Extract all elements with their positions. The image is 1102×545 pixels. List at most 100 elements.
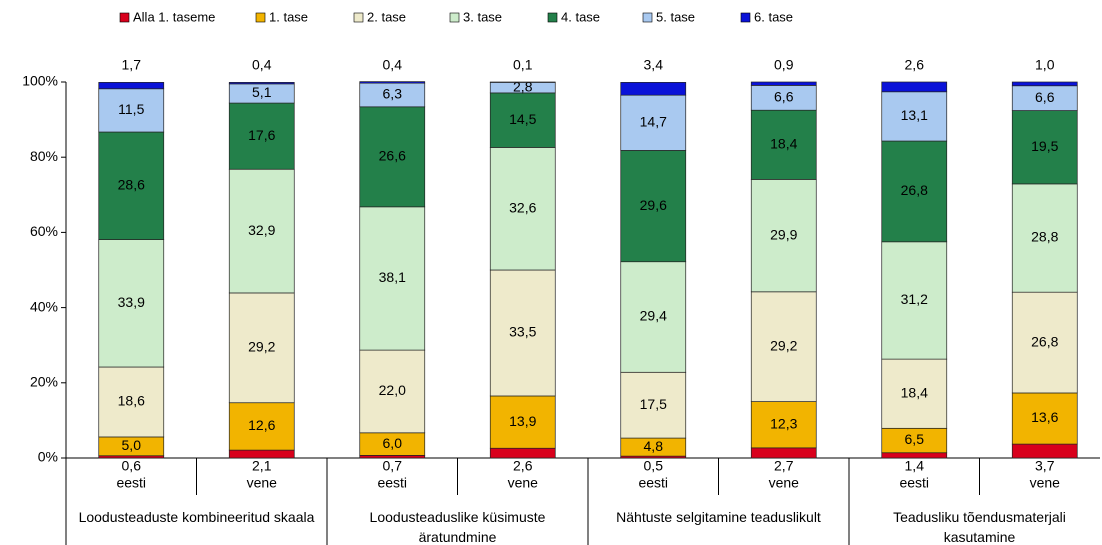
bar-segment [881, 81, 948, 93]
bar-segment [750, 291, 817, 402]
group-label: Loodusteaduslike küsimuste äratundmine [369, 509, 546, 545]
value-label: 33,5 [509, 324, 536, 340]
legend-label: 3. tase [463, 9, 502, 24]
value-label: 19,5 [1031, 138, 1058, 154]
value-label: 14,5 [509, 111, 536, 127]
group-label: Loodusteaduste kombineeritud skaala [78, 509, 315, 525]
x-tick-label: eesti [899, 475, 929, 491]
value-label: 17,6 [248, 127, 275, 143]
bar-segment [98, 131, 165, 240]
value-label: 6,6 [1035, 89, 1055, 105]
bar-segment [1011, 110, 1078, 185]
legend-label: 5. tase [656, 9, 695, 24]
value-label: 2,1 [252, 458, 272, 474]
value-label: 2,6 [905, 57, 925, 73]
legend-label: 6. tase [754, 9, 793, 24]
value-label: 2,7 [774, 458, 794, 474]
value-label: 12,6 [248, 417, 275, 433]
value-label: 26,8 [1031, 333, 1058, 349]
value-label: 1,4 [905, 458, 925, 474]
bar-segment [228, 102, 295, 170]
value-label: 6,6 [774, 88, 794, 104]
value-label: 13,1 [901, 107, 928, 123]
legend-swatch [119, 12, 130, 23]
value-label: 13,6 [1031, 409, 1058, 425]
value-label: 0,5 [644, 458, 664, 474]
y-tick-label: 40% [30, 298, 58, 314]
bar-segment [881, 91, 948, 142]
bar-segment [228, 402, 295, 451]
legend-swatch [740, 12, 751, 23]
value-label: 0,4 [252, 57, 272, 73]
bar-segment [228, 82, 295, 85]
bar-segment [228, 292, 295, 404]
legend-label: 1. tase [269, 9, 308, 24]
value-label: 0,9 [774, 57, 794, 73]
bar-segment [881, 241, 948, 360]
value-label: 3,7 [1035, 458, 1055, 474]
value-label: 18,6 [118, 393, 145, 409]
y-tick-label: 80% [30, 148, 58, 164]
x-tick-label: eesti [377, 475, 407, 491]
value-label: 2,6 [513, 458, 533, 474]
bar-segment [98, 82, 165, 90]
value-label: 29,4 [640, 308, 667, 324]
value-label: 13,9 [509, 413, 536, 429]
bar-segment [750, 179, 817, 293]
y-tick-label: 0% [38, 449, 58, 465]
value-label: 2,8 [513, 78, 533, 94]
y-tick-label: 20% [30, 374, 58, 390]
bar-segment [881, 140, 948, 243]
x-tick-label: eesti [116, 475, 146, 491]
value-label: 18,4 [901, 384, 928, 400]
bar-segment [359, 206, 426, 351]
bar-segment [881, 427, 948, 454]
value-label: 0,1 [513, 57, 533, 73]
bar-segment [489, 92, 556, 148]
bar-segment [359, 106, 426, 208]
bar-segment [750, 401, 817, 449]
bar-segment [620, 150, 687, 263]
value-label: 28,6 [118, 176, 145, 192]
bar-segment [489, 147, 556, 271]
value-label: 0,4 [383, 57, 403, 73]
value-label: 5,1 [252, 84, 272, 100]
x-tick-label: vene [247, 475, 278, 491]
value-label: 0,7 [383, 458, 403, 474]
value-label: 6,0 [383, 435, 403, 451]
x-tick-label: eesti [638, 475, 668, 491]
legend-label: Alla 1. taseme [133, 9, 215, 24]
legend-swatch [449, 12, 460, 23]
value-label: 26,8 [901, 182, 928, 198]
legend-label: 2. tase [367, 9, 406, 24]
value-label: 29,9 [770, 226, 797, 242]
y-tick-label: 60% [30, 223, 58, 239]
legend-label: 4. tase [561, 9, 600, 24]
value-label: 6,5 [905, 431, 925, 447]
value-label: 22,0 [379, 382, 406, 398]
bar-segment [620, 261, 687, 373]
value-label: 1,0 [1035, 57, 1055, 73]
bar-segment [359, 349, 426, 434]
value-label: 28,8 [1031, 229, 1058, 245]
bar-segment [750, 447, 817, 459]
bar-segment [98, 88, 165, 133]
value-label: 14,7 [640, 113, 667, 129]
value-label: 6,3 [383, 86, 403, 102]
value-label: 32,9 [248, 222, 275, 238]
value-label: 26,6 [379, 148, 406, 164]
y-tick-label: 100% [22, 73, 58, 89]
bar-segment [359, 81, 426, 84]
bar-segment [1011, 85, 1078, 111]
bar-segment [881, 358, 948, 429]
x-tick-label: vene [1030, 475, 1061, 491]
group-label: Teadusliku tõendusmaterjali kasutamine [893, 509, 1066, 545]
legend-swatch [353, 12, 364, 23]
legend-swatch [255, 12, 266, 23]
value-label: 1,7 [122, 57, 142, 73]
bar-segment [489, 269, 556, 397]
value-label: 38,1 [379, 269, 406, 285]
value-label: 0,6 [122, 458, 142, 474]
